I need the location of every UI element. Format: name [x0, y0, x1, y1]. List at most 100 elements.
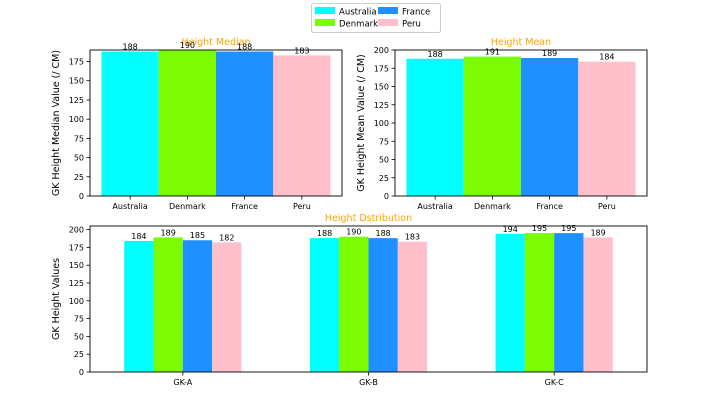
y-tick-label: 0 [79, 368, 84, 377]
axes-frame [394, 49, 648, 197]
axes-frame [89, 225, 648, 373]
y-tick-label: 50 [379, 156, 389, 165]
y-tick-label: 150 [69, 261, 84, 270]
y-tick-label: 100 [69, 115, 84, 124]
y-tick-label: 125 [69, 96, 84, 105]
legend-swatch [315, 7, 335, 14]
bar [463, 56, 521, 196]
y-tick-label: 25 [74, 350, 84, 359]
y-tick-label: 100 [69, 297, 84, 306]
chart-title: Height Dstribution [325, 213, 412, 224]
bar [368, 238, 398, 372]
y-tick-label: 175 [69, 243, 84, 252]
bar-value-label: 185 [190, 231, 205, 240]
axes-frame [89, 49, 343, 197]
y-tick-label: 75 [379, 137, 389, 146]
y-tick-label: 50 [74, 154, 84, 163]
bar-value-label: 194 [503, 225, 518, 234]
bar [578, 61, 636, 197]
bar [495, 233, 525, 372]
legend: Australia Denmark France Peru [311, 3, 441, 33]
y-tick-label: 125 [374, 101, 389, 110]
bar [521, 58, 579, 196]
legend-swatch [315, 19, 335, 26]
x-tick-label: Denmark [169, 202, 206, 211]
chart-title: Height Median [182, 37, 251, 48]
bar [554, 233, 584, 372]
y-tick-label: 150 [69, 77, 84, 86]
bar-value-label: 188 [237, 43, 252, 52]
bar-value-label: 184 [599, 53, 614, 62]
bar [273, 55, 331, 196]
bar-value-label: 188 [427, 50, 442, 59]
bar-value-label: 189 [590, 228, 605, 237]
y-axis-label: GK Height Median Value (/ CM) [51, 50, 62, 196]
bar-value-label: 190 [180, 41, 195, 50]
y-tick-label: 200 [69, 226, 84, 235]
y-tick-label: 75 [74, 134, 84, 143]
bar-value-label: 182 [219, 233, 234, 242]
bar [397, 241, 428, 372]
legend-label: Denmark [339, 20, 378, 30]
bar-value-label: 188 [317, 229, 332, 238]
legend-swatch [378, 7, 398, 14]
bar [101, 51, 159, 197]
y-tick-label: 150 [374, 83, 389, 92]
bar [309, 238, 340, 372]
y-tick-label: 175 [69, 58, 84, 67]
bar [216, 51, 274, 197]
x-tick-label: Denmark [474, 202, 511, 211]
x-tick-label: Australia [417, 202, 452, 211]
bar [339, 236, 369, 372]
x-tick-label: GK-C [545, 378, 564, 387]
bar [182, 240, 213, 372]
bar [158, 50, 216, 196]
bar [124, 240, 154, 372]
bar-value-label: 183 [405, 233, 420, 242]
bar-value-label: 189 [161, 228, 176, 237]
bar [406, 58, 464, 197]
legend-label: France [402, 8, 430, 18]
bar-value-label: 195 [532, 224, 547, 233]
bar [153, 237, 183, 372]
y-tick-label: 125 [69, 279, 84, 288]
x-tick-label: GK-A [173, 378, 192, 387]
bar [524, 233, 555, 372]
y-tick-label: 0 [384, 192, 389, 201]
bar-value-label: 188 [122, 43, 137, 52]
bar-value-label: 190 [346, 228, 361, 237]
bar [212, 242, 242, 372]
y-tick-label: 75 [74, 315, 84, 324]
bar-value-label: 189 [542, 49, 557, 58]
y-axis-label: GK Height Values [51, 258, 62, 340]
y-tick-label: 175 [374, 64, 389, 73]
chart-height-median: Height Median GK Height Median Value (/ C… [51, 37, 343, 211]
bar-value-label: 184 [131, 232, 146, 241]
bar-value-label: 188 [376, 229, 391, 238]
y-tick-label: 50 [74, 332, 84, 341]
y-tick-label: 200 [374, 46, 389, 55]
y-tick-label: 25 [74, 173, 84, 182]
y-tick-label: 100 [374, 119, 389, 128]
legend-label: Australia [339, 8, 377, 18]
chart-height-mean: Height Mean GK Height Mean Value (/ CM) 0 2… [356, 37, 648, 211]
x-tick-label: Australia [112, 202, 147, 211]
x-tick-label: GK-B [359, 378, 378, 387]
x-tick-label: Peru [293, 202, 311, 211]
y-tick-label: 0 [79, 192, 84, 201]
legend-swatch [378, 19, 398, 26]
chart-title: Height Mean [491, 37, 551, 48]
bar-value-label: 183 [294, 46, 309, 55]
y-tick-label: 25 [379, 174, 389, 183]
bar [583, 237, 613, 372]
chart-height-distribution: Height Dstribution GK Height Values 0 25 50 7… [51, 213, 648, 387]
y-axis-label: GK Height Mean Value (/ CM) [356, 54, 367, 192]
x-tick-label: Peru [598, 202, 616, 211]
bar-value-label: 191 [485, 48, 500, 57]
bar-value-label: 195 [561, 224, 576, 233]
legend-frame [311, 3, 441, 33]
x-tick-label: France [231, 202, 258, 211]
legend-label: Peru [402, 20, 421, 30]
x-tick-label: France [536, 202, 563, 211]
